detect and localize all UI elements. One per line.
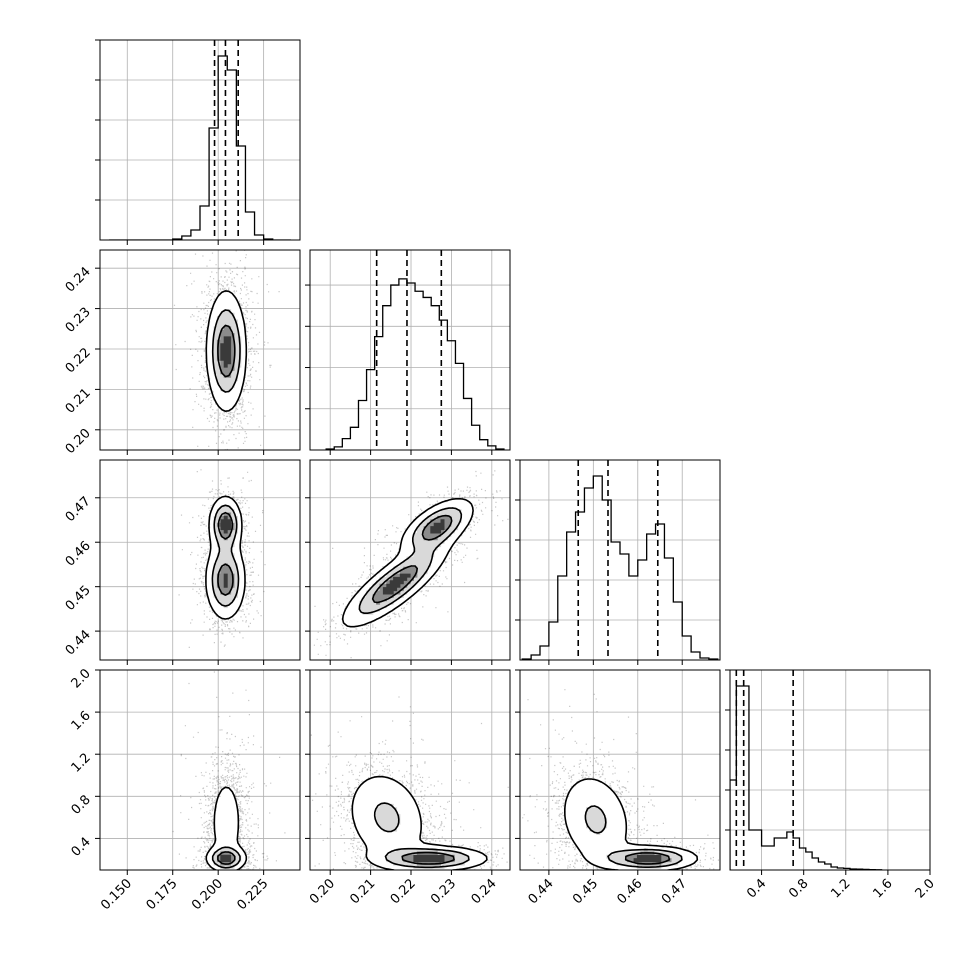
y-tick-label: 0.23 [63,305,94,336]
contour-line [217,851,236,865]
x-tick-label: 0.150 [98,876,135,913]
contour-line [564,778,699,870]
y-tick-label: 2.0 [69,666,94,691]
x-tick-label: 0.22 [388,876,419,907]
contour-line [211,504,240,607]
density-fill [372,515,452,605]
y-tick-label: 1.6 [69,708,94,733]
density-fill [216,326,235,378]
density-fill [382,519,445,595]
contour-line [341,497,474,628]
scatter-panel-1-0: 0.20 0.21 0.22 0.23 0.24 [63,249,301,457]
density-fill [220,515,232,588]
panel-frame [309,249,511,451]
x-tick-label: 1.2 [828,876,853,901]
x-tick-label: 0.20 [307,876,338,907]
x-tick-label: 0.200 [189,876,226,913]
y-tick-label: 0.45 [63,583,94,614]
x-tick-label: 0.21 [347,876,378,907]
x-tick-label: 2.0 [913,876,938,901]
corner-plot-panels: 0.200.210.220.230.240.440.450.460.470.40… [63,39,938,913]
x-tick-label: 0.8 [786,876,811,901]
y-tick-label: 0.44 [63,627,94,658]
density-fill [220,854,232,863]
x-tick-label: 0.47 [659,876,690,907]
panel-frame [309,459,511,661]
y-tick-label: 0.24 [63,264,94,295]
x-tick-labels-1: 0.20 0.21 0.22 0.23 0.24 [307,876,500,907]
density-fill [413,854,445,863]
histogram-step [325,278,505,450]
y-tick-label: 0.47 [63,494,94,525]
scatter-points [310,696,509,870]
y-tick-label: 0.22 [63,345,94,376]
contour-line [217,511,234,596]
x-tick-label: 1.6 [870,876,895,901]
histogram-panel-0 [95,39,301,245]
contour-line [371,514,453,604]
panel-frame [99,249,301,451]
panel-frame [99,669,301,871]
density-fill [342,499,475,629]
x-tick-label: 0.24 [469,876,500,907]
x-tick-label: 0.44 [526,876,557,907]
contour-line [205,786,248,870]
density-fill [633,854,662,863]
scatter-panel-2-1 [305,459,511,665]
contour-line [205,290,248,412]
y-tick-label: 0.46 [63,538,94,569]
x-tick-label: 0.45 [570,876,601,907]
y-tick-label: 1.2 [69,750,94,775]
histogram-panel-1 [305,249,511,455]
contour-line [584,805,683,868]
x-tick-label: 0.4 [744,876,769,901]
contour-line [624,852,671,865]
panel-frame [99,459,301,661]
x-tick-labels-3: 0.4 0.8 1.2 1.6 2.0 [744,876,938,901]
y-tick-label: 0.21 [63,386,94,417]
scatter-panel-3-2 [515,669,721,875]
contour-line [217,324,236,378]
scatter-panel-3-0: 0.4 0.8 1.2 1.6 2.0 [69,666,301,875]
x-tick-label: 0.46 [615,876,646,907]
panel-frame [729,669,931,871]
contour-line [211,846,241,869]
x-tick-labels-0: 0.150 0.175 0.200 0.225 [98,876,271,913]
histogram-step [521,475,719,660]
scatter-points [178,469,266,648]
panel-frame [519,459,721,661]
density-fill [565,780,699,870]
x-tick-label: 0.225 [235,876,272,913]
histogram-panel-3 [725,669,931,875]
histogram-panel-2 [515,459,721,665]
contour-line [401,851,455,865]
x-tick-label: 0.23 [428,876,459,907]
scatter-panel-3-1 [305,669,511,875]
x-tick-label: 0.175 [144,876,181,913]
histogram-step [730,685,883,870]
y-tick-label: 0.4 [69,835,94,860]
contour-line [205,495,246,620]
y-tick-label: 0.8 [69,793,94,818]
contour-line [373,802,470,869]
panel-frame [99,39,301,241]
y-tick-label: 0.20 [63,426,94,457]
density-fill [359,509,462,615]
density-fill [220,336,232,368]
panel-frame [309,669,511,871]
panel-frame [519,669,721,871]
contour-line [358,507,463,614]
histogram-step [109,55,291,240]
x-tick-labels-2: 0.44 0.45 0.46 0.47 [526,876,690,907]
contour-line [351,775,488,870]
contour-line [211,309,241,393]
scatter-panel-2-0: 0.44 0.45 0.46 0.47 [63,459,301,665]
